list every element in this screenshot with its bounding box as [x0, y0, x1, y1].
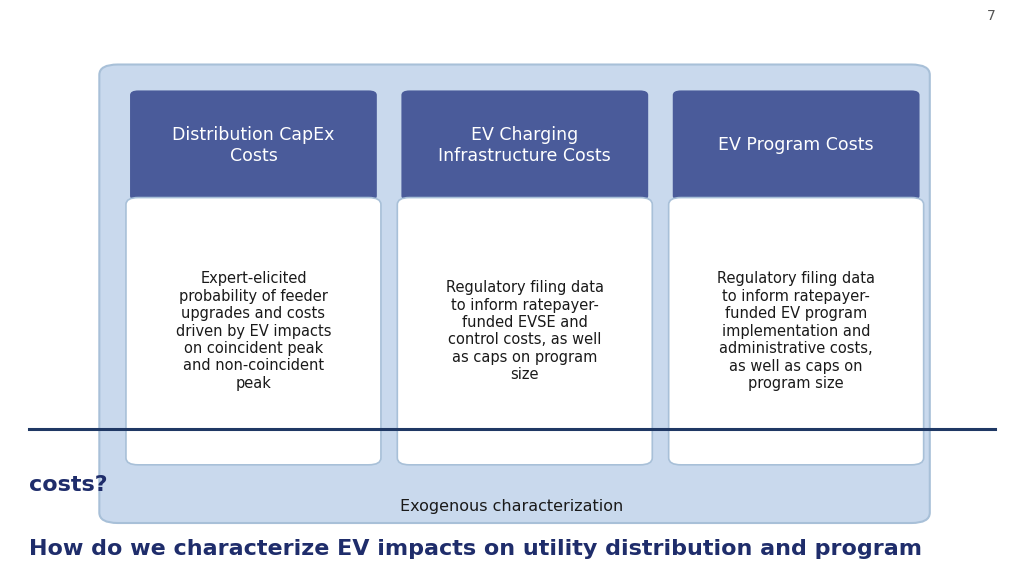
Text: Distribution CapEx
Costs: Distribution CapEx Costs: [172, 126, 335, 165]
Text: How do we characterize EV impacts on utility distribution and program: How do we characterize EV impacts on uti…: [29, 539, 922, 559]
FancyBboxPatch shape: [130, 90, 377, 200]
Text: 7: 7: [986, 9, 995, 23]
FancyBboxPatch shape: [669, 198, 924, 465]
FancyBboxPatch shape: [401, 90, 648, 200]
FancyBboxPatch shape: [99, 65, 930, 523]
Text: Regulatory filing data
to inform ratepayer-
funded EV program
implementation and: Regulatory filing data to inform ratepay…: [717, 271, 876, 391]
Text: EV Charging
Infrastructure Costs: EV Charging Infrastructure Costs: [438, 126, 611, 165]
Text: Regulatory filing data
to inform ratepayer-
funded EVSE and
control costs, as we: Regulatory filing data to inform ratepay…: [445, 280, 604, 382]
FancyBboxPatch shape: [397, 198, 652, 465]
Text: Expert-elicited
probability of feeder
upgrades and costs
driven by EV impacts
on: Expert-elicited probability of feeder up…: [176, 271, 331, 391]
Text: costs?: costs?: [29, 475, 108, 495]
Text: Exogenous characterization: Exogenous characterization: [400, 499, 624, 514]
FancyBboxPatch shape: [673, 90, 920, 200]
Text: EV Program Costs: EV Program Costs: [719, 137, 873, 154]
FancyBboxPatch shape: [126, 198, 381, 465]
